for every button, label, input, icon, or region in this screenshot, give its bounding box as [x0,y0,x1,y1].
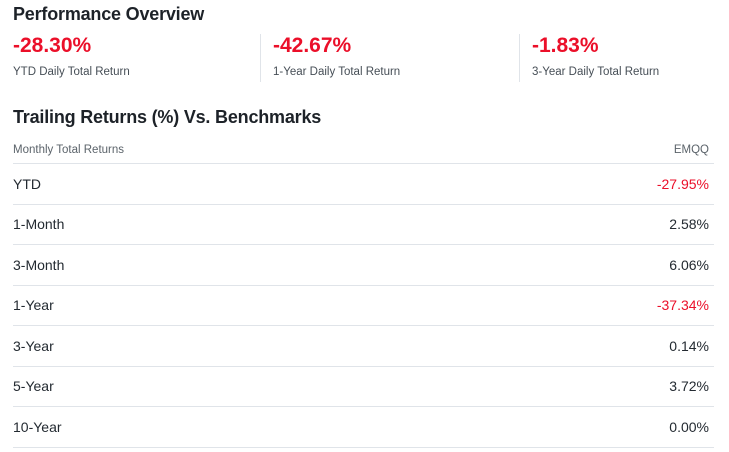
row-period: 5-Year [13,366,476,407]
stat-3y-return: -1.83% 3-Year Daily Total Return [519,34,659,82]
stat-value: -28.30% [13,34,92,57]
trailing-returns-title: Trailing Returns (%) Vs. Benchmarks [13,107,322,127]
row-value: 0.00% [475,406,714,448]
table-header-row: Monthly Total Returns EMQQ [13,137,714,164]
table-row: YTD -27.95% [13,163,714,205]
table-row: 5-Year 3.72% [13,366,714,407]
row-period: 3-Year [13,325,476,367]
performance-overview-title: Performance Overview [13,4,205,24]
row-value: -27.95% [475,163,714,205]
stat-1y-return: -42.67% 1-Year Daily Total Return [260,34,400,82]
stat-label: YTD Daily Total Return [13,66,130,78]
row-value: -37.34% [475,285,714,326]
table-row: 10-Year 0.00% [13,406,714,448]
stat-label: 1-Year Daily Total Return [273,66,401,78]
column-header-fund: EMQQ [475,137,714,164]
table-row: 1-Month 2.58% [13,204,714,245]
performance-overview: -28.30% YTD Daily Total Return -42.67% 1… [0,34,729,82]
table-row: 3-Year 0.14% [13,325,714,367]
stat-value: -1.83% [532,34,599,57]
row-value: 6.06% [475,244,714,286]
table-row: 3-Month 6.06% [13,244,714,286]
table-row: 1-Year -37.34% [13,285,714,326]
row-value: 2.58% [475,204,714,245]
row-value: 3.72% [475,366,714,407]
trailing-returns-table: Monthly Total Returns EMQQ YTD -27.95% 1… [13,137,714,448]
row-period: 3-Month [13,244,476,286]
column-header-period: Monthly Total Returns [13,137,476,164]
stat-label: 3-Year Daily Total Return [532,66,660,78]
row-period: YTD [13,163,476,205]
row-period: 1-Year [13,285,476,326]
row-period: 10-Year [13,406,476,448]
stat-value: -42.67% [273,34,352,57]
row-value: 0.14% [475,325,714,367]
row-period: 1-Month [13,204,476,245]
